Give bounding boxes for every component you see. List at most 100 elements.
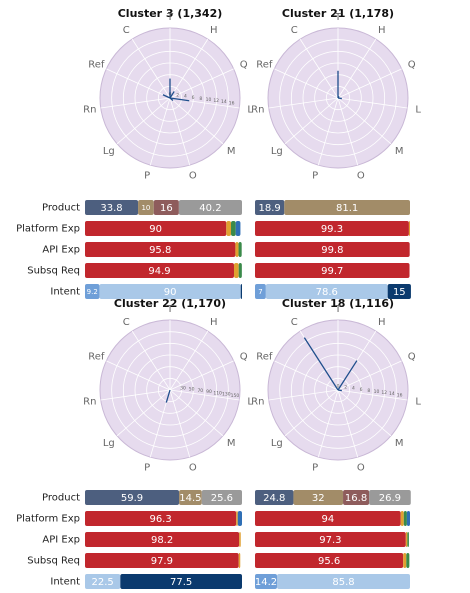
panel-title: Cluster 3 (1,342) <box>118 7 223 20</box>
radar-spoke <box>149 97 171 166</box>
radar-value <box>337 97 342 100</box>
bar-segment <box>387 284 411 299</box>
bar-segment <box>85 532 240 547</box>
axis-label: C <box>123 317 130 328</box>
bar-segment <box>85 221 227 236</box>
axis-label: C <box>291 25 298 36</box>
segment-label: 24.8 <box>263 493 285 504</box>
bar-segment <box>201 490 242 505</box>
radial-tick-label: 30 <box>180 385 186 391</box>
radial-tick-label: 110 <box>213 390 222 396</box>
bar-segment <box>406 553 410 568</box>
radar-spoke <box>337 389 392 437</box>
segment-label: 10 <box>141 204 150 212</box>
radial-tick-label: 8 <box>367 388 370 394</box>
segment-label: 95.6 <box>318 556 340 567</box>
radar-spoke <box>274 360 339 391</box>
row-label: Intent <box>50 287 80 298</box>
radar-spoke <box>268 97 339 109</box>
segment-label: 77.5 <box>170 577 192 588</box>
radar-spoke <box>299 38 339 99</box>
radar-spoke <box>337 360 402 391</box>
axis-label: Q <box>408 351 416 362</box>
segment-label: 90 <box>164 287 177 298</box>
axis-label: Rn <box>251 105 264 116</box>
axis-label: M <box>395 146 404 157</box>
segment-label: 26.9 <box>379 493 401 504</box>
bar-segment <box>178 200 242 215</box>
radial-tick-label: 50 <box>189 387 195 393</box>
bar-segment <box>237 511 242 526</box>
radar-spoke <box>337 97 408 109</box>
radial-tick-label: 12 <box>381 390 387 396</box>
axis-label: Lg <box>271 146 283 157</box>
segment-label: 90 <box>149 224 162 235</box>
radar-spoke <box>337 389 359 458</box>
segment-label: 15 <box>393 287 406 298</box>
axis-label: P <box>144 171 150 182</box>
bar-segment <box>400 511 404 526</box>
radar-spoke <box>337 97 392 145</box>
radial-tick-label: 16 <box>397 392 403 398</box>
axis-label: L <box>415 397 421 408</box>
bar-segment <box>277 574 410 589</box>
radar-spoke <box>116 97 171 145</box>
axis-label: H <box>378 317 386 328</box>
radar-spoke <box>268 389 339 401</box>
axis-label: Q <box>240 351 248 362</box>
segment-label: 16 <box>160 203 173 214</box>
bar-segment <box>235 242 239 257</box>
axis-label: O <box>189 463 197 474</box>
axis-label: Q <box>408 59 416 70</box>
bar-segment <box>85 242 236 257</box>
segment-label: 81.1 <box>336 203 358 214</box>
axis-label: P <box>312 171 318 182</box>
row-label: API Exp <box>42 535 80 546</box>
radar-spoke <box>169 389 240 401</box>
segment-label: 96.3 <box>149 514 171 525</box>
radial-tick-label: 2 <box>176 93 179 99</box>
radar-spoke <box>337 38 377 99</box>
radar-value <box>162 94 171 99</box>
bar-segment <box>403 553 407 568</box>
radar-spoke <box>169 389 191 458</box>
bar-segment <box>407 532 409 547</box>
radar-spoke <box>106 360 171 391</box>
radar-spoke <box>131 38 171 99</box>
radial-tick-label: 14 <box>221 99 227 105</box>
axis-label: C <box>123 25 130 36</box>
axis-label: O <box>189 171 197 182</box>
axis-label: M <box>227 146 236 157</box>
bar-segment <box>255 511 401 526</box>
radar-spoke <box>284 97 339 145</box>
axis-label: Ref <box>256 351 273 362</box>
bar-segment <box>405 532 408 547</box>
segment-label: 32 <box>312 493 325 504</box>
segment-label: 33.8 <box>100 203 122 214</box>
bar-segment <box>255 490 294 505</box>
bar-segment <box>85 553 239 568</box>
radar-spoke <box>100 97 171 109</box>
radar-spoke <box>106 68 171 99</box>
bar-segment <box>238 242 242 257</box>
bar-segment <box>408 221 410 236</box>
bar-segment <box>226 221 232 236</box>
radar-spoke <box>317 97 339 166</box>
bar-segment <box>343 490 370 505</box>
radar-spoke <box>274 68 339 99</box>
bar-segment <box>179 490 202 505</box>
bar-segment <box>255 263 410 278</box>
segment-label: 94 <box>321 514 334 525</box>
radar-value <box>303 337 339 391</box>
radar-value <box>169 97 190 102</box>
axis-label: Rn <box>83 397 96 408</box>
radar-spoke <box>169 389 224 437</box>
axis-label: Ref <box>88 59 105 70</box>
radial-tick-label: 70 <box>197 388 203 394</box>
radar-spoke <box>169 360 234 391</box>
row-label: Subsq Req <box>27 556 80 567</box>
radar-value <box>337 389 342 392</box>
radar-value <box>337 360 358 391</box>
bar-segment <box>240 284 242 299</box>
